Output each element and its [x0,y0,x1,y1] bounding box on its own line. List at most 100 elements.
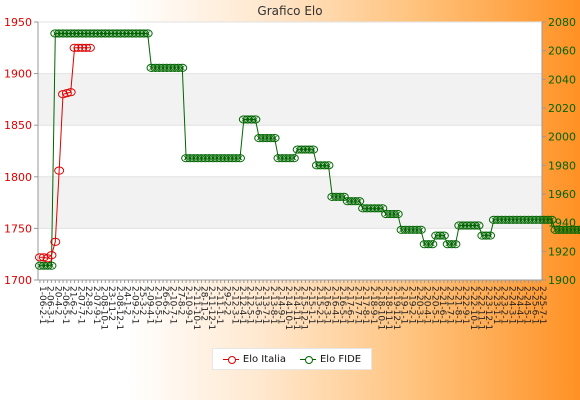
point-elo-fide [419,240,430,249]
x-tick-label: 2-19-12-1 [391,286,401,330]
point-elo-fide [573,225,580,234]
point-elo-fide [154,63,165,72]
x-tick-label: 2-11-12-1 [206,286,216,330]
point-elo-fide [469,221,480,230]
point-cross-elo-fide [172,65,177,71]
x-tick-label: 2-20-3-1 [414,286,424,324]
point-elo-fide [258,134,269,143]
point-elo-fide [96,29,107,38]
x-tick-label: 2-14-11-1 [291,286,301,330]
point-elo-fide [142,29,153,38]
point-elo-fide [400,225,411,234]
x-tick-label: 2-16-5-1 [337,286,347,324]
x-tick-label: 26-6-2 [160,286,170,315]
point-cross-elo-fide [507,217,512,223]
point-elo-fide [542,215,553,224]
point-cross-elo-fide [526,217,531,223]
point-elo-fide [500,215,511,224]
point-elo-fide [408,225,419,234]
point-cross-elo-fide [357,198,362,204]
y-left-tick-label: 1800 [4,171,32,184]
x-tick-label: 2-07-7-1 [75,286,85,324]
point-elo-fide [188,154,199,163]
point-elo-fide [242,115,253,124]
x-tick-label: 2-11-1-1 [214,286,224,324]
point-cross-elo-fide [564,227,570,233]
point-cross-elo-fide [268,135,274,141]
grid-band [38,73,542,126]
point-elo-fide [200,154,211,163]
point-elo-fide [104,29,115,38]
point-cross-elo-fide [230,155,235,161]
point-cross-elo-fide [437,233,443,238]
point-cross-elo-fide [214,155,220,161]
point-elo-fide [250,115,261,124]
point-elo-fide [504,215,515,224]
point-cross-elo-fide [337,194,343,200]
point-cross-elo-fide [430,241,435,247]
x-tick-label: 2-21-7-1 [445,286,455,324]
point-cross-elo-fide [222,155,227,161]
point-cross-elo-fide [376,206,381,211]
x-tick-label: 21-6-2 [68,286,78,315]
point-elo-fide [46,261,57,270]
point-cross-elo-fide [133,31,139,36]
y-right-tick-label: 1900 [548,274,576,287]
x-tick-label: 29-2-2 [222,286,232,315]
point-cross-elo-fide [387,211,393,217]
point-elo-fide [108,29,119,38]
point-elo-fide [192,154,203,163]
point-elo-italia [46,251,57,260]
point-cross-elo-fide [310,147,316,152]
point-cross-elo-fide [453,241,458,247]
point-cross-elo-fide [410,227,416,233]
y-left-tick-label: 1850 [4,119,32,132]
point-cross-elo-fide [149,65,154,71]
point-cross-elo-fide [37,263,43,268]
x-tick-label: 27-8-2 [175,286,185,315]
y-right-tick-label: 2020 [548,102,576,115]
y-right-tick-label: 1920 [548,245,576,258]
x-tick-label: 2-18-11-1 [383,286,393,330]
point-cross-elo-fide [295,147,300,152]
point-elo-fide [304,145,315,154]
x-tick-label: 2-15-1-1 [306,286,316,324]
point-elo-italia [84,43,95,52]
point-cross-elo-fide [122,31,127,36]
point-cross-elo-fide [72,31,77,36]
point-elo-fide [442,240,453,249]
point-elo-fide [523,215,534,224]
y-right-tick-label: 2060 [548,45,576,58]
x-tick-label: 2-23-2-1 [499,286,509,324]
x-tick-label: 2-20-5-1 [429,286,439,324]
point-elo-fide [54,29,65,38]
point-cross-elo-fide [130,31,135,36]
point-cross-elo-fide [79,31,85,36]
point-elo-fide [165,63,176,72]
legend-swatch-elo-italia [222,355,239,364]
x-tick-label: 2-23-1-1 [491,286,501,324]
x-tick-label: 2-16-4-1 [329,286,339,324]
legend: Elo Italia Elo FIDE [212,348,372,370]
point-elo-italia [69,43,80,52]
point-elo-fide [415,225,426,234]
point-elo-fide [562,225,573,234]
point-elo-fide [427,240,438,249]
legend-label-elo-italia: Elo Italia [242,353,286,365]
point-elo-fide [265,134,276,143]
point-elo-fide [577,226,580,234]
point-elo-fide [208,154,219,163]
point-elo-fide [73,29,84,38]
point-elo-fide [196,154,207,163]
point-cross-elo-fide [495,217,501,223]
point-elo-fide [131,29,142,38]
point-elo-fide [281,154,292,163]
x-tick-label: 2-07-9-1 [91,286,101,324]
x-tick-label: 2-09-2-1 [129,286,139,324]
point-elo-fide [88,29,99,38]
point-elo-fide [319,161,330,170]
point-elo-fide [61,29,72,38]
point-cross-elo-fide [464,223,470,228]
point-elo-fide [158,63,169,72]
x-tick-label: 2-22-10-1 [468,286,478,330]
